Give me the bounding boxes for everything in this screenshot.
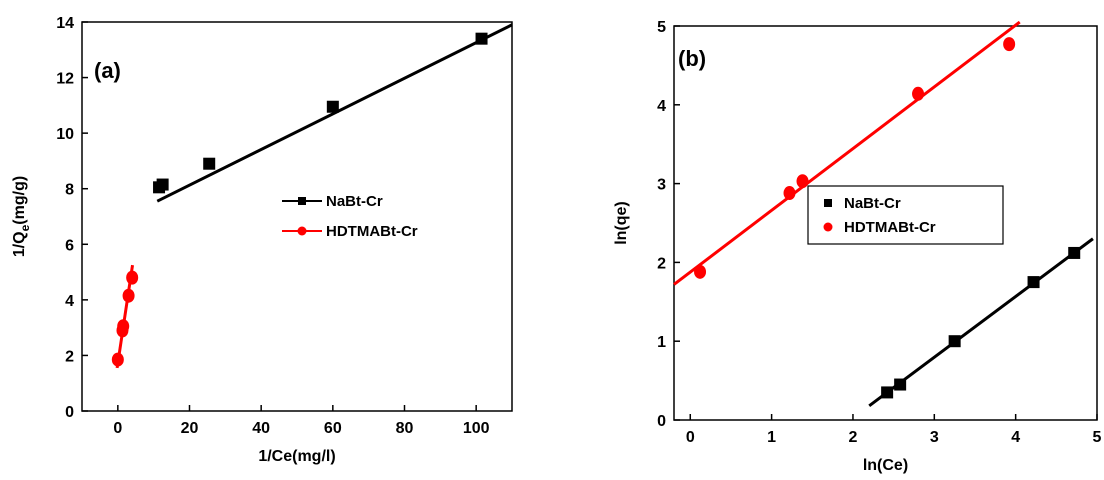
y-tick-label: 0	[657, 413, 666, 430]
data-point	[475, 32, 488, 45]
legend-label: NaBt-Cr	[844, 195, 901, 212]
series-nabt-cr	[153, 23, 513, 203]
plot-frame	[81, 21, 513, 412]
data-point	[203, 157, 216, 170]
legend-marker	[824, 199, 832, 207]
chart-panel-a: 0 20 40 60 80 100 0 2 4 6 8 10 12 14 1/Ce(mg/l) 1/Qe(mg…	[11, 15, 513, 465]
y-axis-label-main: 1/Q	[11, 231, 28, 257]
data-point	[694, 264, 707, 279]
y-tick-label: 3	[657, 177, 666, 194]
x-tick-label: 40	[252, 420, 270, 437]
data-point	[881, 386, 894, 399]
x-tick-label: 20	[181, 420, 199, 437]
y-tick-label: 2	[657, 255, 666, 272]
data-point	[1027, 276, 1040, 289]
x-axis-label: 1/Ce(mg/l)	[258, 448, 335, 465]
legend-label: HDTMABt-Cr	[326, 223, 418, 240]
y-tick-label: 10	[56, 126, 74, 143]
legend-box	[807, 185, 1004, 245]
y-tick-label: 6	[65, 237, 74, 254]
x-tick-label: 0	[113, 420, 122, 437]
data-point	[1003, 37, 1016, 52]
data-point	[796, 174, 809, 189]
legend-marker	[297, 226, 307, 236]
series-hdtmabt-cr	[111, 264, 139, 369]
x-tick-label: 5	[1093, 429, 1102, 446]
chart-panel-b: 0 1 2 3 4 5 0 1 2 3 4 5 ln(Ce) ln(qe) (b) NaBt-Cr HDTMAB…	[613, 19, 1102, 474]
data-point	[894, 378, 907, 391]
y-axis-label: 1/Qe(mg/g)	[11, 176, 32, 257]
y-tick-label: 4	[657, 98, 666, 115]
y-tick-label: 12	[56, 71, 74, 88]
data-point	[111, 352, 124, 367]
x-tick-label: 60	[324, 420, 342, 437]
y-axis-label-sub: e	[18, 224, 32, 231]
x-tick-label: 2	[849, 429, 858, 446]
plot-frame	[673, 25, 1098, 421]
data-point	[326, 100, 339, 113]
x-tick-label: 80	[396, 420, 414, 437]
legend-marker	[298, 197, 306, 205]
data-point	[1068, 246, 1081, 259]
data-point	[126, 270, 139, 285]
data-point	[156, 178, 169, 191]
legend-label: HDTMABt-Cr	[844, 219, 936, 236]
y-tick-label: 2	[65, 348, 74, 365]
y-tick-label: 5	[657, 19, 666, 36]
data-point	[122, 288, 135, 303]
data-point	[783, 186, 796, 201]
fit-line	[673, 20, 1021, 286]
y-tick-label: 0	[65, 404, 74, 421]
y-axis-label: ln(qe)	[613, 201, 630, 245]
y-tick-label: 1	[657, 334, 666, 351]
y-tick-label: 14	[56, 15, 74, 32]
series-nabt-cr	[868, 237, 1094, 408]
data-point	[912, 86, 925, 101]
x-tick-label: 4	[1011, 429, 1020, 446]
x-tick-label: 1	[767, 429, 776, 446]
fit-line	[156, 23, 513, 203]
legend-label: NaBt-Cr	[326, 193, 383, 210]
fit-line	[868, 237, 1094, 408]
y-tick-label: 8	[65, 182, 74, 199]
series-hdtmabt-cr	[673, 20, 1021, 286]
legend: NaBt-Cr HDTMABt-Cr	[282, 193, 418, 240]
data-point	[117, 319, 130, 334]
x-axis-label: ln(Ce)	[863, 457, 908, 474]
x-tick-label: 0	[686, 429, 695, 446]
legend: NaBt-Cr HDTMABt-Cr	[807, 185, 1004, 245]
data-point	[948, 335, 961, 348]
y-axis-label-tail: (mg/g)	[11, 176, 28, 225]
x-tick-label: 3	[930, 429, 939, 446]
legend-marker	[823, 222, 833, 232]
panel-label: (b)	[678, 46, 706, 71]
y-tick-label: 4	[65, 293, 74, 310]
x-tick-label: 100	[463, 420, 490, 437]
panel-label: (a)	[94, 58, 121, 83]
